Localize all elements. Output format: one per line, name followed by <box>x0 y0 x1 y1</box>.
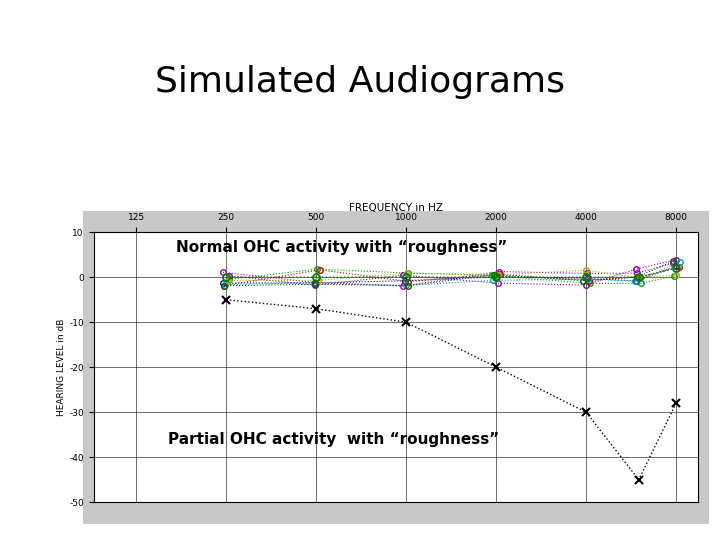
Text: Partial OHC activity  with “roughness”: Partial OHC activity with “roughness” <box>168 431 500 447</box>
Text: Normal OHC activity with “roughness”: Normal OHC activity with “roughness” <box>176 240 508 255</box>
X-axis label: FREQUENCY in HZ: FREQUENCY in HZ <box>349 202 443 213</box>
Text: Simulated Audiograms: Simulated Audiograms <box>155 65 565 99</box>
Y-axis label: HEARING LEVEL in dB: HEARING LEVEL in dB <box>58 319 66 416</box>
